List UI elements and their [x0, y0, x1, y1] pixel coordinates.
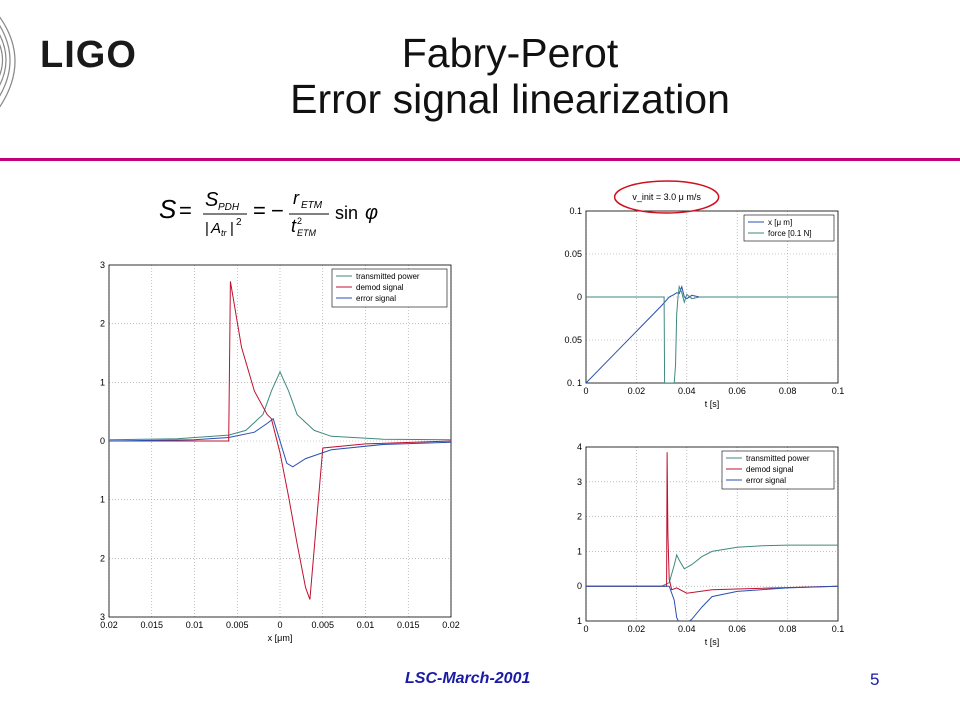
series-line-1	[586, 285, 838, 383]
series-line-2	[586, 284, 838, 383]
formula-graphic: S = S PDH | A tr | 2 = − r ETM t 2 ETM s…	[159, 188, 378, 238]
x-tick-label: 0.005	[226, 620, 249, 630]
svg-text:|: |	[230, 220, 234, 237]
legend-label: transmitted power	[356, 272, 420, 281]
series-line-3	[586, 585, 838, 621]
logo-arcs-icon	[0, 16, 16, 108]
x-tick-label: 0.015	[397, 620, 420, 630]
chart-top-right: 0 0.02 0.04 0.06 0.08 0.1 0.1 0.05 0 0.05 0. 1 t [s…	[564, 180, 845, 409]
legend-box	[331, 268, 448, 308]
svg-text:−: −	[271, 198, 284, 223]
x-tick-label: 0.06	[728, 624, 746, 634]
x-tick-label: 0.01	[186, 620, 204, 630]
title-line-1: Fabry-Perot	[401, 30, 619, 76]
x-axis-label: t [s]	[705, 399, 720, 409]
legend-box	[743, 214, 835, 242]
x-tick-label: 0.005	[311, 620, 334, 630]
svg-text:=: =	[179, 198, 192, 223]
svg-text:t: t	[291, 216, 297, 236]
legend-label: demod signal	[356, 283, 404, 292]
y-tick-label: 3	[100, 612, 105, 622]
x-tick-label: 0.08	[779, 624, 797, 634]
svg-text:|: |	[205, 220, 209, 237]
svg-text:2: 2	[297, 216, 302, 226]
title-line-2: Error signal linearization	[290, 76, 730, 122]
series-line-3	[109, 417, 451, 468]
x-tick-label: 0.02	[628, 624, 646, 634]
x-tick-label: 0	[277, 620, 282, 630]
x-tick-label: 0	[583, 624, 588, 634]
svg-text:PDH: PDH	[218, 202, 240, 213]
series-line-2	[586, 452, 838, 594]
y-tick-label: 2	[100, 553, 105, 563]
legend-label: error signal	[746, 476, 786, 485]
x-tick-label: 0.02	[628, 386, 646, 396]
legend-label: demod signal	[746, 465, 794, 474]
x-axis-label: t [s]	[705, 637, 720, 647]
y-tick-label: 0	[100, 436, 105, 446]
y-tick-label: 1	[577, 616, 582, 626]
slide-title: Fabry-Perot Error signal linearization	[200, 30, 820, 122]
series-line-2	[109, 281, 451, 600]
annotation-ellipse	[613, 180, 720, 214]
x-tick-label: 0.02	[442, 620, 460, 630]
x-tick-label: 0.1	[832, 624, 845, 634]
y-tick-label: 1	[100, 495, 105, 505]
svg-text:ETM: ETM	[297, 228, 317, 238]
y-tick-label: 0. 1	[567, 378, 582, 388]
x-tick-label: 0.015	[140, 620, 163, 630]
y-tick-label: 3	[577, 477, 582, 487]
chart-left: 0.02 0.015 0.01 0.005 0 0.005 0.01 0.015 0.02321…	[100, 260, 460, 643]
legend-label: error signal	[356, 294, 396, 303]
y-tick-label: 0	[577, 581, 582, 591]
y-tick-label: 0	[577, 292, 582, 302]
svg-text:ETM: ETM	[301, 200, 323, 211]
y-tick-label: 4	[577, 442, 582, 452]
y-tick-label: 1	[577, 546, 582, 556]
svg-text:sin: sin	[335, 203, 358, 223]
x-tick-label: 0.04	[678, 624, 696, 634]
svg-text:r: r	[293, 188, 300, 208]
x-tick-label: 0	[583, 386, 588, 396]
y-tick-label: 3	[100, 260, 105, 270]
x-tick-label: 0.04	[678, 386, 696, 396]
annotation-text: v_init = 3.0 μ m/s	[632, 192, 701, 202]
footer-date: LSC-March-2001	[405, 670, 531, 687]
y-tick-label: 0.05	[564, 335, 582, 345]
y-tick-label: 1	[100, 377, 105, 387]
legend-label: transmitted power	[746, 454, 810, 463]
x-tick-label: 0.08	[779, 386, 797, 396]
y-tick-label: 2	[577, 512, 582, 522]
y-tick-label: 0.1	[569, 206, 582, 216]
x-tick-label: 0.06	[728, 386, 746, 396]
ligo-logo: LIGO	[40, 34, 137, 76]
title-divider	[0, 158, 960, 161]
legend-label: x [μ m]	[768, 218, 792, 227]
svg-text:tr: tr	[221, 228, 228, 238]
svg-text:2: 2	[236, 217, 242, 228]
x-axis-label: x [μm]	[268, 633, 293, 643]
legend-box	[721, 450, 835, 490]
x-tick-label: 0.01	[357, 620, 375, 630]
y-tick-label: 2	[100, 319, 105, 329]
legend-label: force [0.1 N]	[768, 229, 812, 238]
series-line-1	[586, 544, 838, 587]
plot-frame	[585, 446, 839, 622]
x-tick-label: 0.02	[100, 620, 118, 630]
svg-text:S: S	[159, 194, 177, 224]
page-number: 5	[870, 670, 880, 689]
y-tick-label: 0.05	[564, 249, 582, 259]
svg-text:φ: φ	[365, 202, 378, 224]
svg-text:A: A	[210, 220, 221, 237]
svg-text:S: S	[205, 189, 219, 211]
svg-text:=: =	[253, 198, 266, 223]
x-tick-label: 0.1	[832, 386, 845, 396]
